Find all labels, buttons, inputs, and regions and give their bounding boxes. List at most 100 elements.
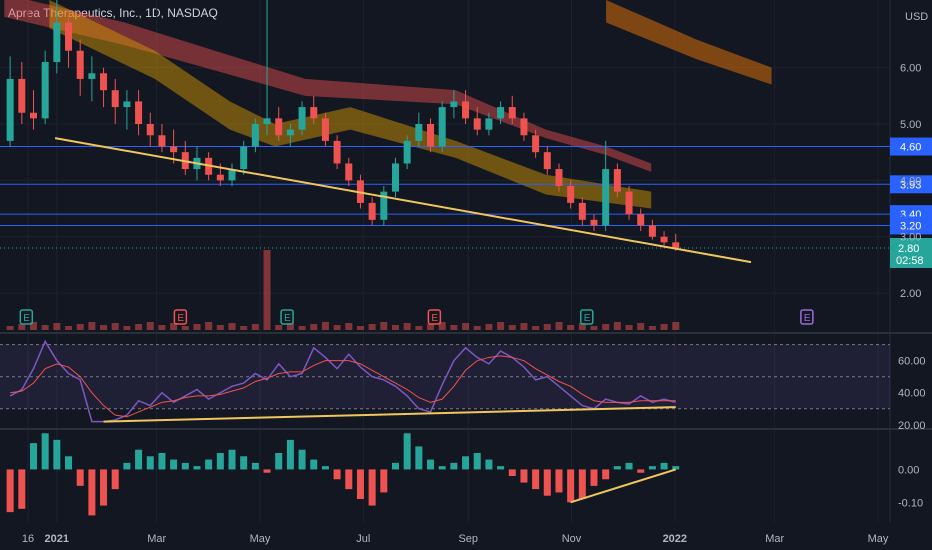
macd-bar-8 [100,469,108,506]
macd-bar-26 [310,459,318,470]
currency-label: USD [905,11,928,23]
candle-body-44 [520,118,528,136]
candle-body-40 [473,118,481,130]
price-trendline[interactable] [54,137,752,264]
macd-bar-1 [18,469,26,509]
macd-bar-36 [427,459,435,470]
candle-body-48 [567,186,575,203]
candle-body-0 [6,78,14,141]
rsi-pane: 60.00 40.00 20.00 [0,339,926,432]
macd-bar-2 [29,443,37,470]
macd-bar-16 [193,466,201,470]
volume-bar-16 [193,324,201,330]
earnings-label-5: E [804,313,811,324]
last-price-value: 2.80 [898,243,919,255]
volume-bar-21 [251,324,259,330]
candle-body-49 [578,202,586,220]
volume-bar-12 [146,322,154,330]
volume-bar-11 [135,324,143,330]
candle-body-22 [263,118,271,124]
volume-bar-17 [205,322,213,330]
volume-bar-43 [508,325,516,330]
volume-bar-5 [65,326,73,330]
candle-body-23 [275,118,283,136]
candle-body-51 [602,169,610,226]
grid-lines [0,0,932,522]
candle-body-13 [158,135,166,147]
volume-bar-15 [181,326,189,330]
candle-body-10 [123,101,131,108]
price-tick-0: 6.00 [900,63,921,75]
time-axis: 16 2021 Mar May Jul Sep Nov 2022 Mar May [22,533,889,545]
macd-bar-29 [345,469,353,490]
volume-bar-22 [263,250,271,330]
volume-bar-3 [41,325,49,330]
macd-bar-49 [578,469,586,499]
macd-bar-54 [637,469,645,473]
candle-body-19 [228,169,236,181]
macd-bar-31 [368,469,376,506]
candle-body-45 [532,135,540,153]
candle-body-54 [637,214,645,226]
earnings-label-3: E [431,313,438,324]
time-tick-8: Mar [765,533,784,545]
candle-body-52 [613,169,621,192]
time-tick-0: 16 [22,533,34,545]
price-candles [6,0,680,251]
rsi-tick-1: 40.00 [898,388,926,400]
candle-body-7 [88,73,96,79]
candle-body-6 [76,50,84,79]
volume-bar-31 [368,324,376,330]
macd-bar-38 [450,462,458,470]
macd-bar-0 [6,469,14,513]
candle-body-56 [660,236,668,243]
volume-bar-53 [625,325,633,330]
candle-body-36 [427,124,435,147]
candle-body-35 [415,124,423,141]
macd-bar-18 [216,453,224,470]
candle-body-41 [485,118,493,130]
candle-body-5 [65,22,73,51]
macd-bar-19 [228,449,236,470]
price-tick-2: 4.00 [900,175,921,187]
macd-bar-30 [356,469,364,499]
macd-bar-46 [543,469,551,496]
time-tick-4: Jul [356,533,370,545]
candle-body-47 [555,169,563,186]
last-price-tag [890,238,932,268]
candle-body-8 [100,73,108,91]
price-support-line [54,137,752,264]
macd-bar-4 [53,439,61,470]
volume-bar-2 [29,322,37,330]
earnings-marker-3 [427,309,442,325]
level-label-3: 3.20 [900,220,921,232]
volume-bar-45 [532,326,540,330]
earnings-label-2: E [284,313,291,324]
volume-bar-6 [76,324,84,330]
macd-bar-20 [240,456,248,470]
level-tag-1 [890,175,932,194]
volume-bar-25 [298,326,306,330]
candle-body-37 [438,107,446,147]
volume-bar-4 [53,323,61,330]
volume-bar-19 [228,323,236,330]
macd-bar-24 [286,439,294,470]
volume-bar-18 [216,325,224,330]
candle-body-34 [403,140,411,164]
candle-body-25 [298,107,306,130]
candle-body-12 [146,124,154,136]
macd-tick-0: 0.00 [898,464,919,476]
volume-bar-49 [578,323,586,330]
volume-bar-48 [567,325,575,330]
macd-bar-23 [275,453,283,470]
ma-band-1 [49,0,652,209]
candle-body-31 [368,202,376,220]
candle-body-4 [53,22,61,62]
volume-bar-20 [240,326,248,330]
volume-bar-33 [391,325,399,330]
macd-bar-45 [532,469,540,490]
rsi-trendline [103,406,676,423]
